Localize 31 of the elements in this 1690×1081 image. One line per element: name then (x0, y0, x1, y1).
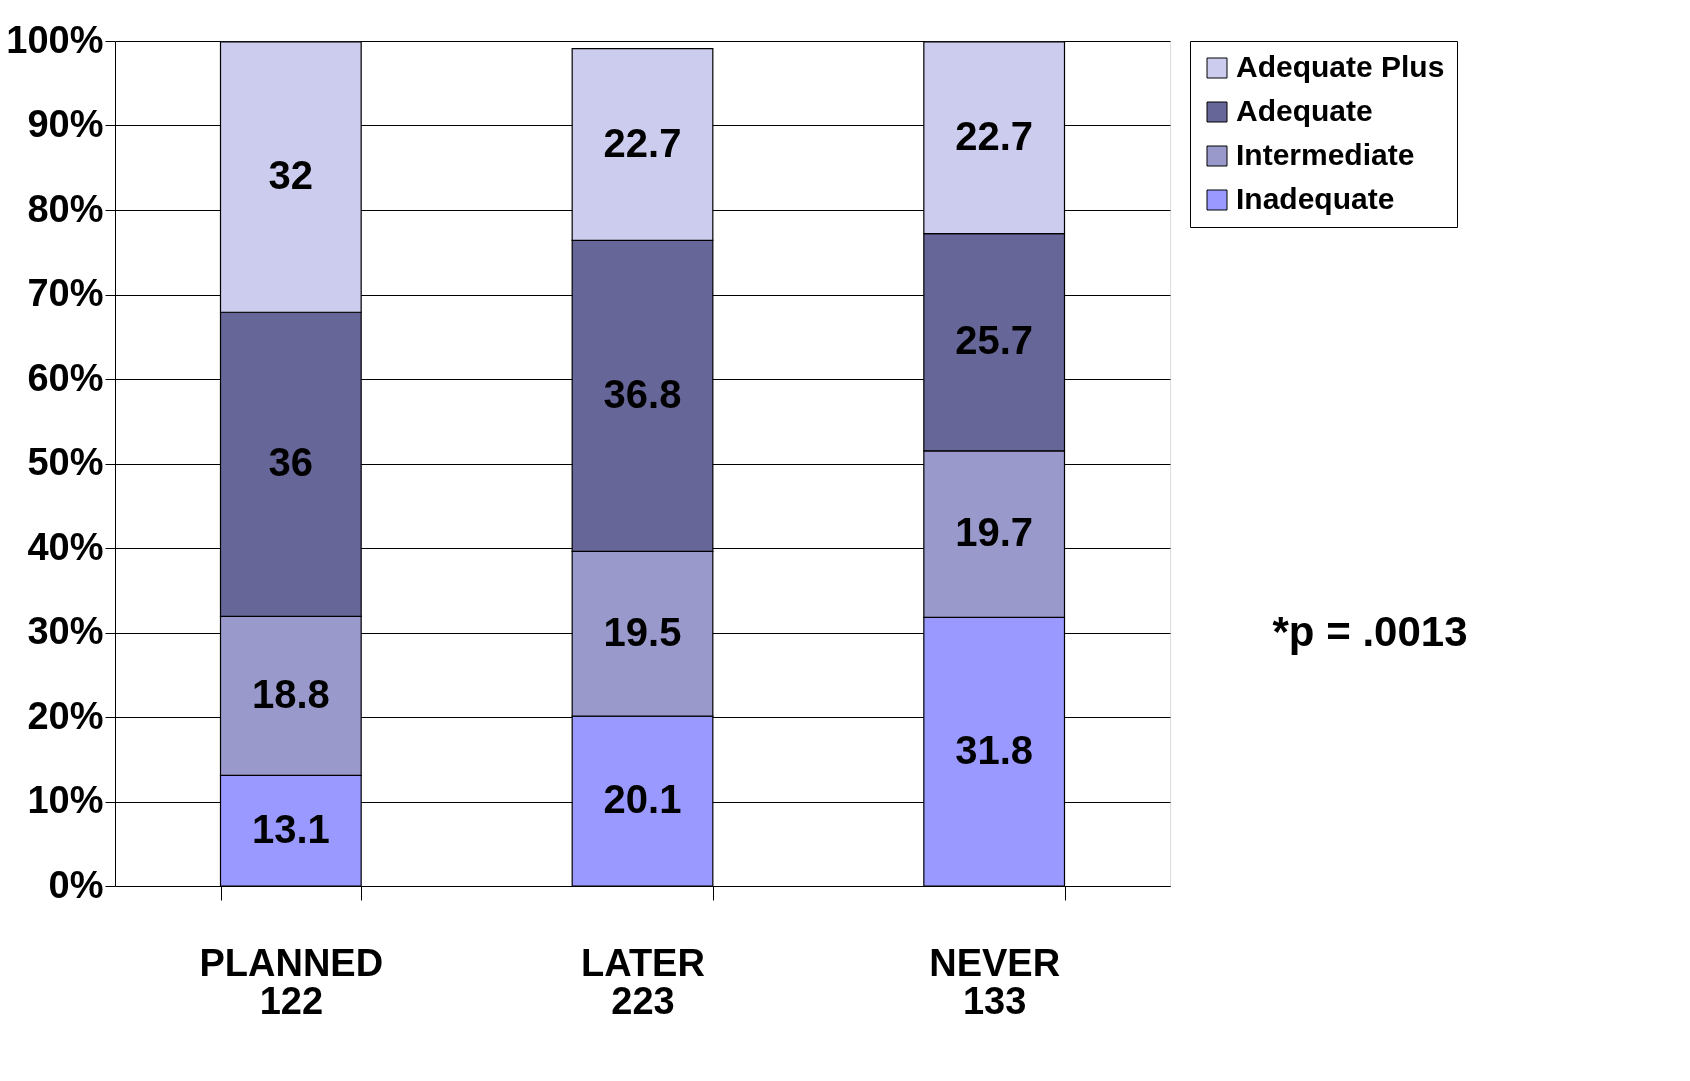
legend-label: Adequate (1236, 94, 1373, 127)
legend-label: Adequate Plus (1236, 50, 1445, 83)
legend-label: Inadequate (1236, 182, 1395, 215)
y-tick-label: 20% (27, 694, 104, 737)
y-tick-label: 60% (27, 356, 104, 399)
data-label: 18.8 (251, 671, 330, 716)
y-tick-label: 90% (27, 103, 104, 145)
data-label: 36 (268, 440, 314, 485)
data-label: 36.8 (603, 371, 682, 416)
y-tick-label: 10% (27, 779, 104, 821)
y-tick-label: 0% (48, 863, 104, 906)
y-tick-label: 50% (27, 441, 104, 483)
data-label: 32 (268, 153, 314, 198)
data-label: 20.1 (603, 777, 682, 822)
y-tick-label: 40% (27, 525, 104, 568)
data-label: 22.7 (603, 120, 682, 165)
data-label: 13.1 (251, 806, 330, 851)
x-tick-label: PLANNED 122 (199, 941, 384, 1022)
y-tick-label: 70% (27, 272, 104, 314)
legend-label: Intermediate (1236, 138, 1415, 171)
y-tick-label: 30% (27, 610, 104, 652)
text: *p = .0013 (1272, 607, 1468, 655)
data-label: 31.8 (955, 727, 1034, 772)
x-tick-label: NEVER 133 (929, 941, 1061, 1022)
data-label: 19.7 (955, 510, 1034, 555)
data-label: 19.5 (603, 609, 682, 654)
data-label: 22.7 (955, 113, 1034, 158)
x-tick-label: LATER 223 (581, 941, 705, 1022)
y-tick-label: 80% (27, 187, 104, 230)
y-tick-label: 100% (6, 18, 104, 61)
data-label: 25.7 (955, 318, 1034, 363)
